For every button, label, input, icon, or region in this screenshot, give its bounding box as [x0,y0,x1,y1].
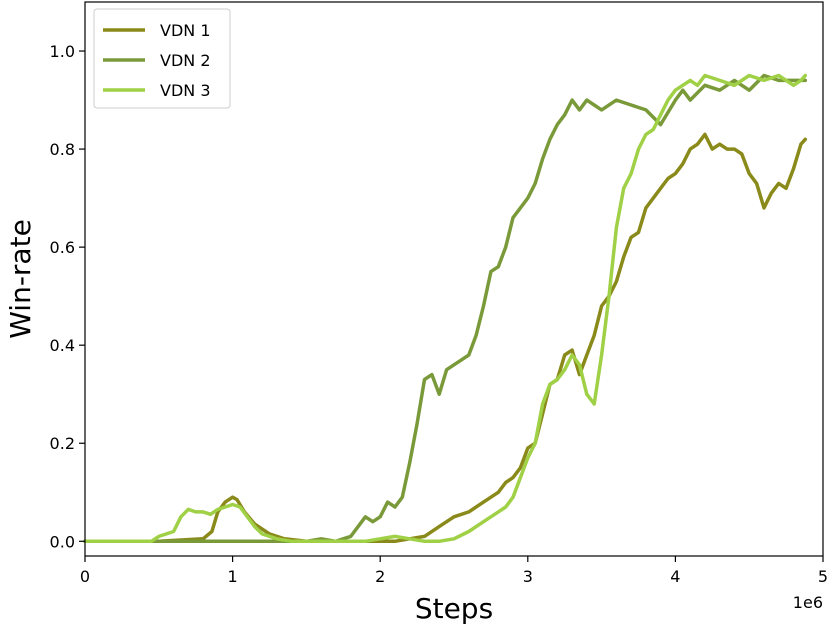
x-axis-title: Steps [415,592,493,625]
legend-label-2: VDN 2 [160,51,211,70]
y-tick-label: 0.4 [50,336,75,355]
x-axis-ticks: 0 1 2 3 4 5 [80,556,828,586]
legend-label-1: VDN 1 [160,21,211,40]
x-tick-label: 3 [523,567,533,586]
y-tick-label: 0.8 [50,140,75,159]
y-tick-label: 0.6 [50,238,75,257]
x-tick-label: 2 [375,567,385,586]
y-tick-label: 1.0 [50,42,75,61]
x-tick-label: 0 [80,567,90,586]
y-tick-label: 0.0 [50,532,75,551]
legend-box [93,8,231,109]
legend-label-3: VDN 3 [160,81,211,100]
series-line-3 [83,73,808,544]
series-layer [83,73,808,544]
legend: VDN 1 VDN 2 VDN 3 [93,8,231,109]
x-tick-label: 1 [228,567,238,586]
series-line-2 [83,73,808,544]
series-line-1 [83,132,808,544]
x-tick-label: 5 [818,567,828,586]
y-axis-ticks: 0.0 0.2 0.4 0.6 0.8 1.0 [50,42,85,551]
y-tick-label: 0.2 [50,434,75,453]
plot-area-frame [84,1,824,557]
x-tick-label: 4 [670,567,680,586]
y-axis-title: Win-rate [4,219,37,339]
x-axis-offset-label: 1e6 [793,593,823,612]
